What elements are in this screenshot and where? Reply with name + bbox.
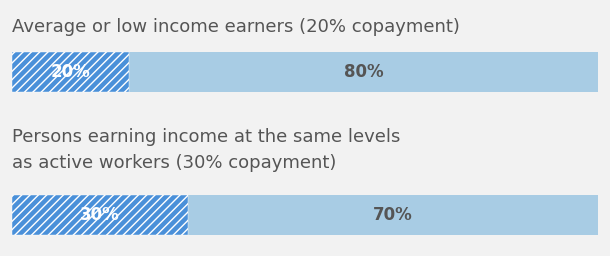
Bar — [12, 195, 598, 235]
Text: Average or low income earners (20% copayment): Average or low income earners (20% copay… — [12, 18, 460, 36]
Text: Persons earning income at the same levels: Persons earning income at the same level… — [12, 128, 401, 146]
Text: 20%: 20% — [51, 63, 91, 81]
Text: 70%: 70% — [373, 206, 413, 224]
Text: 80%: 80% — [344, 63, 383, 81]
Bar — [12, 52, 129, 92]
Bar — [12, 195, 188, 235]
Bar — [12, 52, 598, 92]
Text: 30%: 30% — [80, 206, 120, 224]
Text: as active workers (30% copayment): as active workers (30% copayment) — [12, 154, 337, 172]
